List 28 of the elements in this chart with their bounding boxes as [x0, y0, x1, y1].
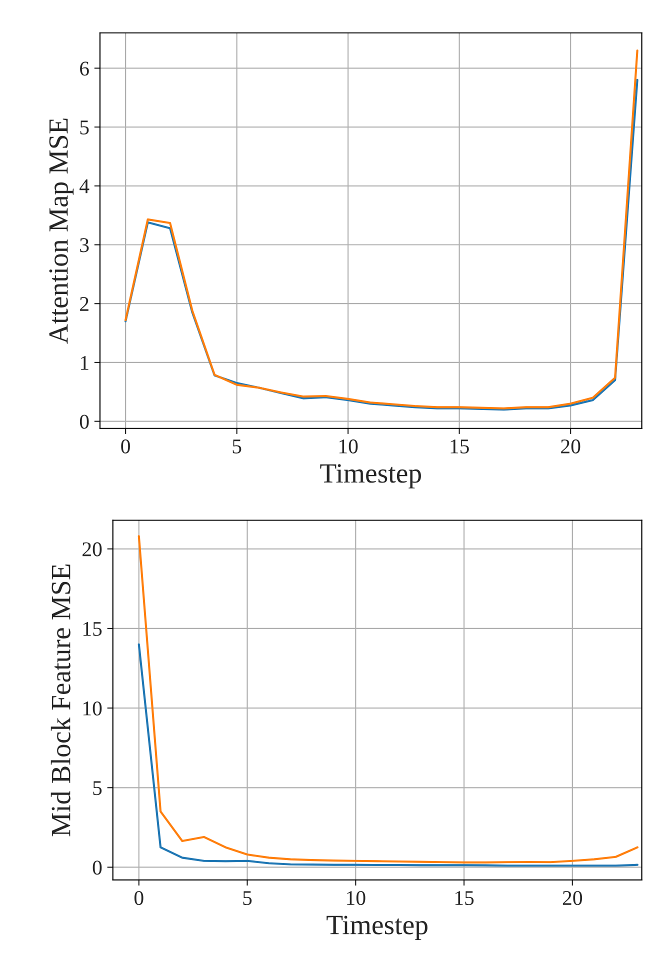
y-tick-label: 10	[83, 701, 102, 716]
x-tick-label: 10	[339, 439, 358, 454]
line-series	[138, 643, 638, 867]
y-tick-label: 0	[92, 860, 102, 875]
y-tick-label: 2	[80, 297, 88, 311]
y-tick-label: 4	[80, 179, 90, 194]
y-tick-label: 20	[82, 542, 102, 556]
y-tick-label: 5	[93, 781, 102, 796]
x-tick-label: 0	[121, 439, 130, 454]
x-tick-label: 20	[561, 439, 580, 454]
x-axis-title: Timestep	[320, 464, 421, 488]
x-tick-label: 5	[243, 891, 252, 906]
y-tick-label: 6	[80, 62, 89, 76]
y-tick-label: 3	[80, 238, 89, 252]
y-axis-title: Mid Block Feature MSE	[50, 564, 70, 836]
y-tick-label: 5	[80, 120, 89, 134]
y-tick-label: 0	[80, 414, 89, 429]
x-tick-label: 15	[455, 891, 474, 906]
x-tick-label: 0	[134, 890, 144, 906]
x-tick-label: 5	[232, 440, 242, 454]
x-tick-label: 15	[450, 440, 469, 454]
x-axis-title: Timestep	[326, 916, 428, 940]
y-tick-label: 15	[83, 622, 102, 636]
y-tick-label: 1	[80, 356, 88, 370]
x-tick-label: 10	[347, 890, 366, 906]
y-axis-title: Attention Map MSE	[49, 118, 74, 344]
line-series	[138, 535, 638, 864]
x-tick-label: 20	[562, 890, 582, 906]
